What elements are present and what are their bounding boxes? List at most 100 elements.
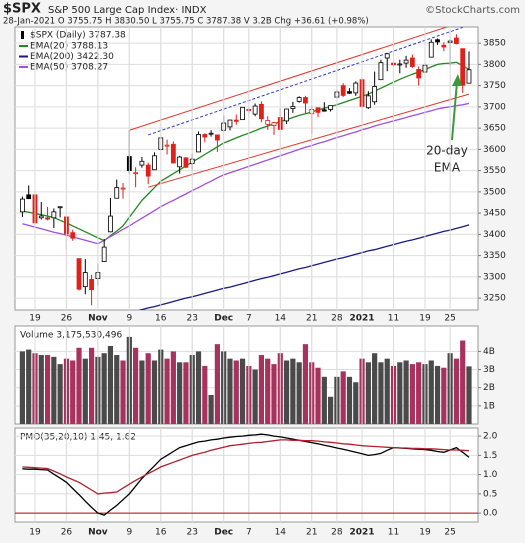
candle-body (284, 108, 289, 122)
volume-bar (195, 351, 202, 424)
x-tick-label: 14 (275, 314, 287, 324)
volume-bar (378, 362, 384, 424)
volume-bar (214, 344, 220, 424)
volume-bar (328, 396, 334, 424)
volume-bar (82, 358, 88, 424)
volume-bar (290, 358, 296, 424)
volume-bar (19, 351, 25, 424)
volume-bar (145, 353, 151, 424)
volume-bar (409, 364, 415, 424)
trendline (129, 27, 449, 131)
x-tick-label: Nov (88, 528, 108, 538)
volume-bar (397, 362, 403, 424)
annotation-arrow (451, 81, 458, 141)
y-tick-label: 2.0 (483, 432, 498, 442)
volume-bar (239, 358, 246, 424)
y-tick-label: 3450 (483, 209, 506, 219)
volume-bar (70, 360, 76, 424)
candle-body (26, 194, 32, 200)
candle-body (152, 155, 157, 171)
y-tick-label: 3650 (483, 124, 506, 134)
y-tick-label: 1.0 (483, 470, 498, 480)
candle-body (403, 59, 409, 64)
volume-bar (384, 358, 390, 424)
volume-bar (107, 345, 114, 424)
volume-bar (460, 340, 466, 424)
volume-bar (365, 362, 371, 424)
candle-body (202, 134, 208, 138)
candle-body (208, 132, 214, 135)
y-tick-label: 3800 (483, 60, 506, 70)
candle-body (384, 53, 390, 59)
x-tick-label: Dec (214, 528, 233, 538)
candle-body (38, 215, 44, 219)
x-tick-label: 7 (246, 314, 252, 324)
x-tick-label: 19 (29, 314, 41, 324)
legend-label: EMA(200) 3422.30 (30, 52, 114, 62)
x-tick-label: 9 (126, 314, 132, 324)
volume-bar (353, 382, 359, 424)
volume-bar (428, 360, 434, 424)
volume-bar (321, 376, 327, 424)
volume-bar (202, 365, 208, 424)
candle-body (227, 119, 233, 128)
volume-bar (416, 362, 422, 424)
candle-body (265, 120, 271, 125)
x-tick-label: 14 (275, 528, 287, 538)
candle-body (145, 164, 151, 177)
volume-bar (252, 369, 258, 424)
candle-body (214, 134, 220, 141)
volume-bar (372, 353, 378, 424)
candle-body (108, 215, 113, 233)
volume-bar (315, 367, 321, 424)
candle-body (321, 109, 327, 112)
volume-bar (57, 364, 63, 424)
volume-bar (44, 355, 51, 424)
x-tick-label: 2021 (350, 528, 375, 538)
candle-body (196, 134, 201, 153)
volume-bar (271, 364, 277, 424)
candle-body (164, 144, 170, 147)
candle-body (315, 107, 321, 113)
candle-body (428, 41, 434, 58)
y-tick-label: 3400 (483, 230, 506, 240)
trendline (148, 93, 470, 188)
volume-title: Volume 3,175,530,496 (20, 331, 122, 341)
volume-bar (38, 355, 44, 424)
candle-body (183, 157, 189, 168)
x-tick-label: 21 (306, 314, 317, 324)
pmo-title: PMO(35,20,10) 1.45, 1.62 (20, 433, 136, 443)
volume-bar (340, 371, 346, 424)
volume-bar (434, 365, 441, 424)
candle-body (259, 103, 264, 120)
volume-bar (227, 358, 233, 424)
y-tick-label: 3750 (483, 81, 506, 91)
candle-body (240, 106, 245, 121)
candle-body (19, 198, 25, 213)
y-tick-label: 1.5 (483, 451, 497, 461)
candle-body (328, 105, 334, 110)
x-tick-label: 28 (331, 528, 343, 538)
x-tick-label: 16 (155, 314, 167, 324)
ema-line (22, 61, 470, 242)
y-tick-label: 3B (483, 365, 495, 375)
ema-line (137, 224, 470, 310)
x-tick-label: Nov (88, 314, 108, 324)
candle-body (139, 160, 145, 166)
candle-body (347, 91, 352, 94)
candle-body (252, 105, 258, 115)
candle-body (89, 279, 94, 291)
candle-body (460, 48, 466, 86)
candle-body (271, 122, 277, 126)
x-tick-label: 11 (388, 528, 399, 538)
volume-bar (453, 358, 460, 424)
pmo-line (22, 439, 470, 495)
candle-body (114, 187, 120, 199)
candle-body (57, 206, 63, 209)
candle-body (120, 187, 126, 190)
chart-subtitle: S&P 500 Large Cap Index· INDX (48, 5, 207, 16)
volume-bar (133, 347, 139, 424)
y-tick-label: 3300 (483, 272, 506, 282)
volume-bar (120, 360, 126, 424)
